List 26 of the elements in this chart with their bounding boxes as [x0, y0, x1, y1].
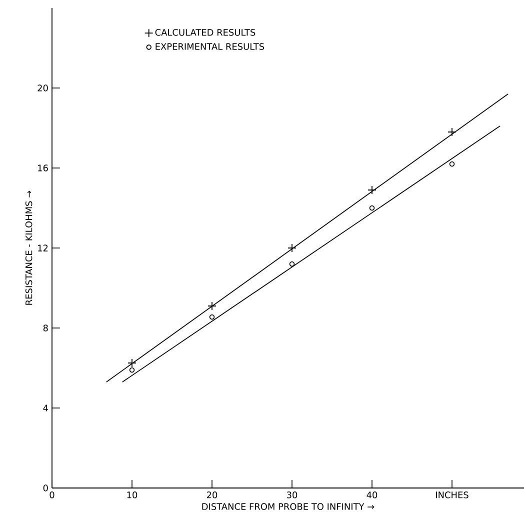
point	[288, 244, 296, 252]
y-tick-label: 12	[38, 244, 48, 252]
point	[209, 314, 215, 320]
point	[128, 358, 136, 368]
y-tick-label: 0	[43, 484, 48, 492]
point	[129, 367, 135, 373]
legend-label: EXPERIMENTAL RESULTS	[156, 43, 264, 50]
point	[449, 161, 455, 167]
x-tick-label: 40	[366, 492, 378, 498]
point	[368, 186, 376, 194]
point	[208, 302, 216, 310]
point	[448, 128, 456, 136]
y-tick-label: 8	[43, 324, 48, 332]
y-tick-label: 4	[43, 404, 48, 412]
x-axis-title: DISTANCE FROM PROBE TO INFINITY →	[202, 503, 374, 510]
y-tick-label: 20	[38, 84, 48, 92]
point	[289, 261, 295, 267]
x-tick-label: 20	[206, 492, 218, 498]
legend-label: CALCULATED RESULTS	[155, 28, 256, 36]
x-tick-label: INCHES	[436, 492, 468, 498]
point	[369, 205, 375, 211]
y-tick-label: 16	[38, 164, 48, 172]
x-tick-label: 30	[286, 492, 298, 498]
x-tick-label: 10	[127, 492, 138, 498]
y-axis-title: RESISTANCE - KILOHMS →	[25, 190, 32, 305]
x-tick-label: 0	[50, 492, 54, 498]
